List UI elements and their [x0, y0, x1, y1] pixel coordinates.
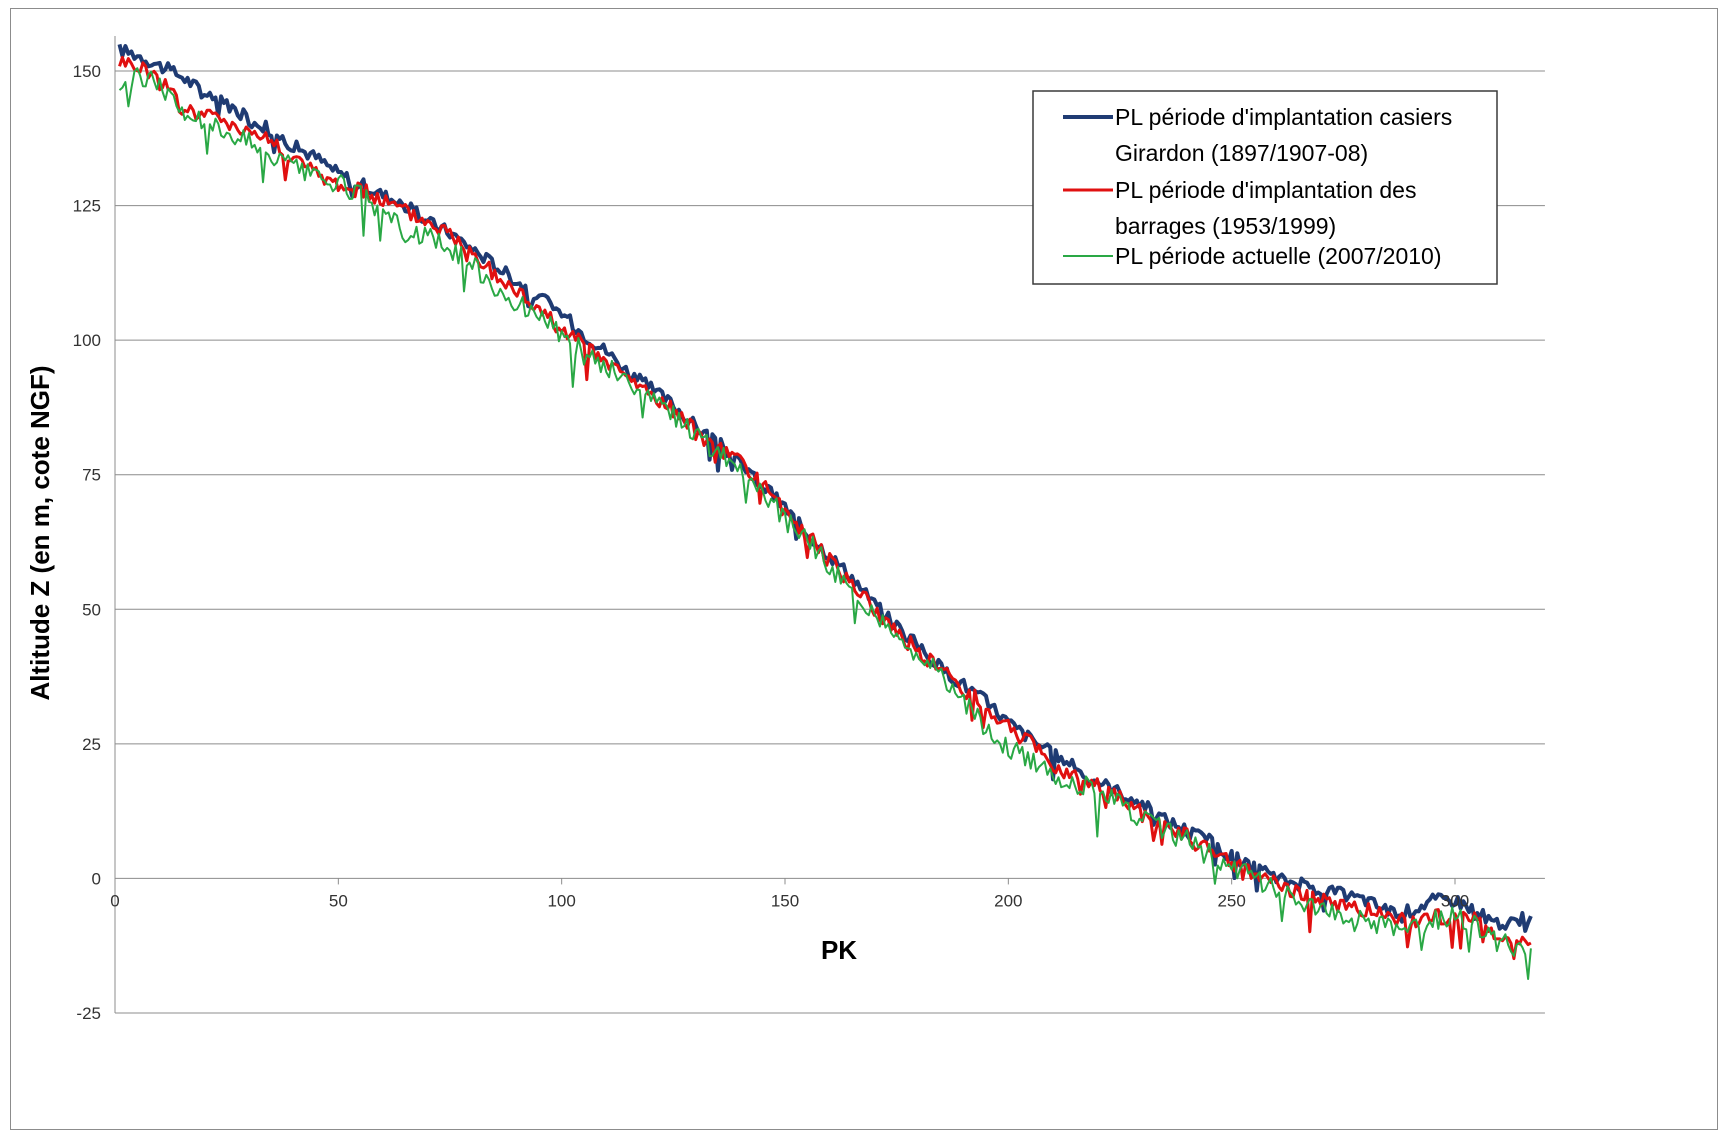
x-tick-label: 150 [771, 891, 799, 910]
series-line-3 [118, 67, 1532, 980]
y-tick-label: 150 [73, 62, 101, 81]
data-series [117, 43, 1533, 980]
y-tick-label: -25 [76, 1004, 101, 1023]
y-tick-label: 25 [82, 735, 101, 754]
legend-label-3: PL période actuelle (2007/2010) [1115, 243, 1442, 269]
x-tick-label: 100 [547, 891, 575, 910]
x-tick-label: 50 [329, 891, 348, 910]
y-tick-label: 75 [82, 466, 101, 485]
legend-label-2: PL période d'implantation des [1115, 177, 1416, 203]
y-tick-label: 100 [73, 331, 101, 350]
legend-label-2: barrages (1953/1999) [1115, 213, 1336, 239]
x-tick-label: 0 [110, 891, 119, 910]
x-tick-label: 200 [994, 891, 1022, 910]
x-tick-label: 250 [1217, 891, 1245, 910]
axes [114, 36, 1456, 1013]
y-tick-label: 0 [92, 869, 101, 888]
legend-box [1032, 90, 1498, 285]
legend-label-1: Girardon (1897/1907-08) [1115, 140, 1368, 166]
y-axis-title: Altitude Z (en m, cote NGF) [25, 365, 55, 700]
x-tick-label: 300 [1441, 891, 1469, 910]
chart-frame: 150 125 100 75 50 25 0 -25 0 50 100 150 200 250 300 PK… [10, 8, 1718, 1130]
x-axis-title: PK [821, 935, 857, 965]
grid-lines [115, 70, 1545, 1014]
legend-label-1: PL période d'implantation casiers [1115, 104, 1452, 130]
y-tick-label: 125 [73, 197, 101, 216]
y-tick-label: 50 [82, 600, 101, 619]
legend: PL période d'implantation casiers Girardo… [1032, 90, 1498, 285]
series-line-2 [118, 55, 1532, 961]
